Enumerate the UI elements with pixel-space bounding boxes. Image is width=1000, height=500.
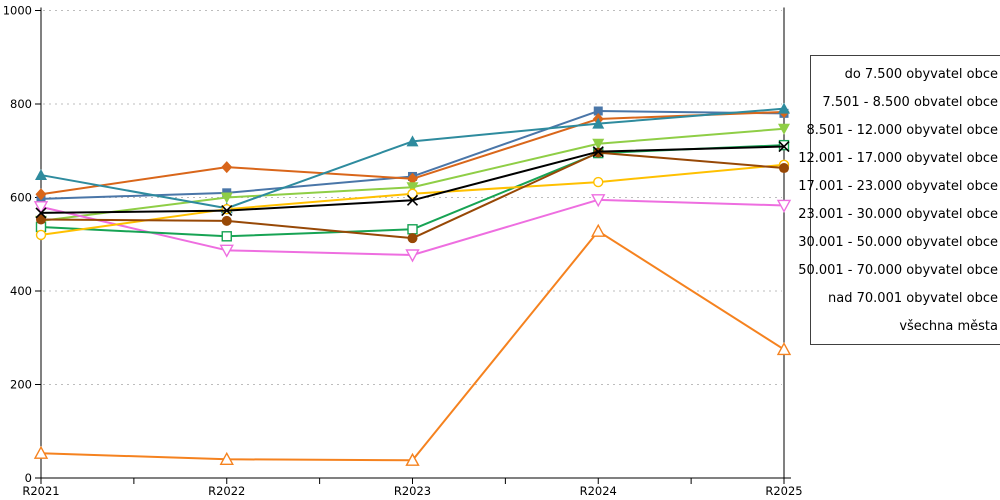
series-line — [40, 230, 785, 462]
data-point-marker — [35, 207, 47, 219]
series-10 — [35, 140, 790, 219]
legend-item: 30.001 - 50.000 obyvatel obce — [798, 228, 1000, 256]
legend: do 7.500 obyvatel obce 7.501 - 8.500 obva… — [798, 55, 1000, 345]
data-point-marker — [778, 123, 790, 135]
x-tick-label: R2022 — [208, 484, 245, 498]
legend-item-label: 23.001 - 30.000 obyvatel obce — [798, 206, 998, 222]
legend-item-label: všechna města — [899, 318, 998, 334]
x-tick-label: R2025 — [765, 484, 802, 498]
legend-item: 8.501 - 12.000 obyvatel obce — [806, 116, 1000, 144]
data-point-marker — [592, 117, 605, 129]
data-point-marker — [221, 215, 232, 226]
x-tick-label: R2021 — [22, 484, 59, 498]
legend-item: 7.501 - 8.500 obvatel obce — [811, 88, 1000, 116]
data-point-marker — [405, 452, 420, 466]
legend-item-label: do 7.500 obyvatel obce — [844, 66, 998, 82]
data-point-marker — [219, 244, 234, 258]
series-9 — [36, 147, 789, 244]
y-tick-label: 800 — [10, 97, 32, 111]
legend-item: všechna města — [811, 312, 1000, 340]
data-point-marker — [36, 214, 46, 225]
data-point-marker — [592, 146, 604, 158]
series-5 — [33, 194, 792, 263]
legend-item-label: 30.001 - 50.000 obyvatel obce — [798, 234, 998, 250]
legend-item-label: 7.501 - 8.500 obvatel obce — [822, 94, 998, 110]
legend-item-label: 8.501 - 12.000 obyvatel obce — [806, 122, 998, 138]
data-point-marker — [35, 229, 47, 241]
data-point-marker — [406, 135, 419, 147]
data-point-marker — [35, 169, 47, 181]
data-point-marker — [406, 182, 419, 194]
legend-item-label: 17.001 - 23.000 obyvatel obce — [798, 178, 998, 194]
legend-item: do 7.500 obyvatel obce — [811, 60, 1000, 88]
data-point-marker — [219, 451, 234, 465]
y-tick-label: 200 — [10, 378, 32, 392]
data-point-marker — [592, 138, 605, 150]
data-point-marker — [221, 205, 233, 217]
legend-item-label: 12.001 - 17.000 obyvatel obce — [798, 150, 998, 166]
legend-item: 50.001 - 70.000 obyvatel obce — [798, 256, 1000, 284]
data-point-marker — [776, 341, 792, 356]
data-point-marker — [591, 223, 606, 237]
data-point-marker — [406, 194, 419, 206]
data-point-marker — [591, 194, 606, 208]
data-point-marker — [778, 139, 790, 151]
data-point-marker — [405, 249, 420, 263]
legend-item: 17.001 - 23.000 obyvatel obce — [798, 172, 1000, 200]
y-tick-label: 400 — [10, 284, 32, 298]
data-point-marker — [593, 106, 603, 116]
y-tick-label: 1000 — [3, 4, 32, 18]
data-point-marker — [221, 161, 233, 174]
data-point-marker — [33, 445, 49, 459]
data-point-marker — [221, 231, 232, 242]
data-point-marker — [407, 172, 418, 185]
data-point-marker — [593, 176, 604, 188]
x-tick-label: R2023 — [394, 484, 431, 498]
x-tick-label: R2024 — [580, 484, 617, 498]
data-point-marker — [779, 163, 789, 174]
data-point-marker — [778, 102, 790, 114]
data-point-marker — [776, 199, 792, 213]
data-point-marker — [220, 192, 233, 204]
data-point-marker — [778, 140, 790, 153]
data-point-marker — [221, 203, 232, 215]
legend-item-label: 50.001 - 70.000 obyvatel obce — [798, 262, 998, 278]
legend-item: nad 70.001 obyvatel obce — [811, 284, 1000, 312]
y-tick-label: 0 — [25, 471, 32, 485]
data-point-marker — [33, 201, 49, 215]
data-point-marker — [407, 233, 418, 244]
data-point-marker — [35, 188, 47, 201]
series-6 — [33, 223, 792, 466]
legend-item: 23.001 - 30.000 obyvatel obce — [798, 200, 1000, 228]
data-point-marker — [407, 188, 418, 199]
legend-item: 12.001 - 17.000 obyvatel obce — [798, 144, 1000, 172]
y-tick-label: 600 — [10, 191, 32, 205]
legend-item-label: nad 70.001 obyvatel obce — [828, 290, 998, 306]
data-point-marker — [407, 224, 418, 235]
